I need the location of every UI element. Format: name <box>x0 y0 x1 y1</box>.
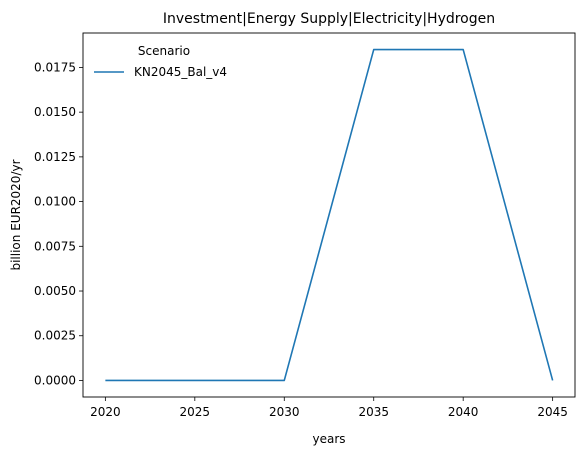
y-tick-label: 0.0100 <box>34 195 76 209</box>
y-tick-label: 0.0000 <box>34 373 76 387</box>
y-tick-label: 0.0175 <box>34 60 76 74</box>
chart-title: Investment|Energy Supply|Electricity|Hyd… <box>163 11 495 27</box>
x-tick-label: 2045 <box>537 405 568 419</box>
plot-frame <box>82 32 576 398</box>
y-axis-label: billion EUR2020/yr <box>9 159 23 270</box>
x-tick-label: 2020 <box>90 405 121 419</box>
x-axis-ticks: 2020 2025 2030 2035 2040 2045 <box>90 397 568 419</box>
y-tick-label: 0.0025 <box>34 329 76 343</box>
x-tick-label: 2025 <box>180 405 211 419</box>
series-line <box>105 48 554 382</box>
y-tick-label: 0.0125 <box>34 150 76 164</box>
series-lines <box>105 48 554 382</box>
x-tick-label: 2030 <box>269 405 300 419</box>
legend: Scenario KN2045_Bal_v4 <box>94 44 227 79</box>
legend-title: Scenario <box>138 44 190 58</box>
y-tick-label: 0.0075 <box>34 239 76 253</box>
y-tick-label: 0.0050 <box>34 284 76 298</box>
x-tick-label: 2035 <box>358 405 389 419</box>
y-axis-ticks: 0.0000 0.0025 0.0050 0.0075 0.0100 0.0125 0.01… <box>34 60 83 387</box>
x-axis-label: years <box>312 432 345 446</box>
y-tick-label: 0.0150 <box>34 105 76 119</box>
x-tick-label: 2040 <box>448 405 479 419</box>
legend-entry-label: KN2045_Bal_v4 <box>134 65 227 79</box>
